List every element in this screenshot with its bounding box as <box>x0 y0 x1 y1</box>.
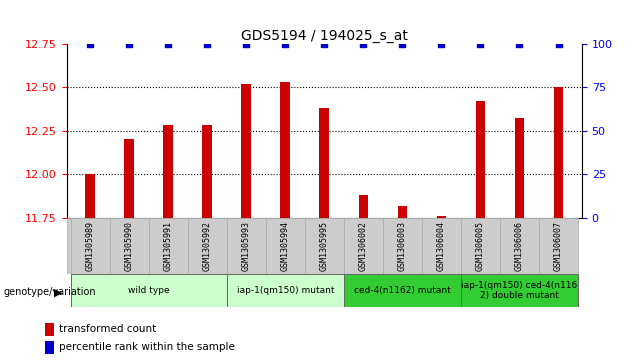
Text: iap-1(qm150) ced-4(n116
2) double mutant: iap-1(qm150) ced-4(n116 2) double mutant <box>461 281 577 300</box>
Text: genotype/variation: genotype/variation <box>3 287 96 297</box>
Text: GSM1305992: GSM1305992 <box>203 221 212 271</box>
Point <box>515 41 525 46</box>
Text: GSM1305994: GSM1305994 <box>281 221 290 271</box>
Bar <box>266 218 305 274</box>
Point <box>436 41 446 46</box>
Text: GSM1305991: GSM1305991 <box>163 221 173 271</box>
Point <box>241 41 251 46</box>
Bar <box>149 218 188 274</box>
Text: GSM1306002: GSM1306002 <box>359 221 368 271</box>
Text: ▶: ▶ <box>54 287 62 297</box>
Point <box>85 41 95 46</box>
Point <box>319 41 329 46</box>
Text: GSM1306007: GSM1306007 <box>554 221 563 271</box>
Bar <box>202 126 212 218</box>
Text: wild type: wild type <box>128 286 170 295</box>
Point <box>124 41 134 46</box>
Bar <box>461 274 578 307</box>
Point <box>202 41 212 46</box>
Text: transformed count: transformed count <box>59 324 156 334</box>
Text: GSM1305989: GSM1305989 <box>86 221 95 271</box>
Bar <box>539 218 578 274</box>
Text: GSM1305990: GSM1305990 <box>125 221 134 271</box>
Point <box>475 41 485 46</box>
Bar <box>344 274 461 307</box>
Bar <box>227 274 344 307</box>
Bar <box>422 218 461 274</box>
Bar <box>71 218 110 274</box>
Bar <box>436 216 446 218</box>
Bar <box>398 205 407 218</box>
Text: percentile rank within the sample: percentile rank within the sample <box>59 342 235 352</box>
Text: GSM1306003: GSM1306003 <box>398 221 407 271</box>
Bar <box>188 218 227 274</box>
Bar <box>110 218 149 274</box>
Bar <box>515 118 524 218</box>
Bar <box>280 82 290 218</box>
Bar <box>85 174 95 218</box>
Text: GSM1305993: GSM1305993 <box>242 221 251 271</box>
Bar <box>344 218 383 274</box>
Point <box>358 41 368 46</box>
Bar <box>45 341 54 354</box>
Bar <box>500 218 539 274</box>
Bar <box>242 83 251 218</box>
Point <box>398 41 408 46</box>
Text: GSM1306005: GSM1306005 <box>476 221 485 271</box>
Bar <box>71 274 227 307</box>
Bar <box>383 218 422 274</box>
Bar <box>319 108 329 218</box>
Text: GSM1306004: GSM1306004 <box>437 221 446 271</box>
Bar <box>305 218 344 274</box>
Text: ced-4(n1162) mutant: ced-4(n1162) mutant <box>354 286 451 295</box>
Point <box>553 41 563 46</box>
Bar <box>163 126 173 218</box>
Bar <box>359 195 368 218</box>
Bar <box>476 101 485 218</box>
Text: GSM1305995: GSM1305995 <box>320 221 329 271</box>
Text: GSM1306006: GSM1306006 <box>515 221 524 271</box>
Point <box>163 41 174 46</box>
Bar <box>227 218 266 274</box>
Bar <box>125 139 134 218</box>
Title: GDS5194 / 194025_s_at: GDS5194 / 194025_s_at <box>241 29 408 42</box>
Bar <box>45 323 54 336</box>
Text: iap-1(qm150) mutant: iap-1(qm150) mutant <box>237 286 334 295</box>
Point <box>280 41 291 46</box>
Bar <box>461 218 500 274</box>
Bar <box>554 87 563 218</box>
